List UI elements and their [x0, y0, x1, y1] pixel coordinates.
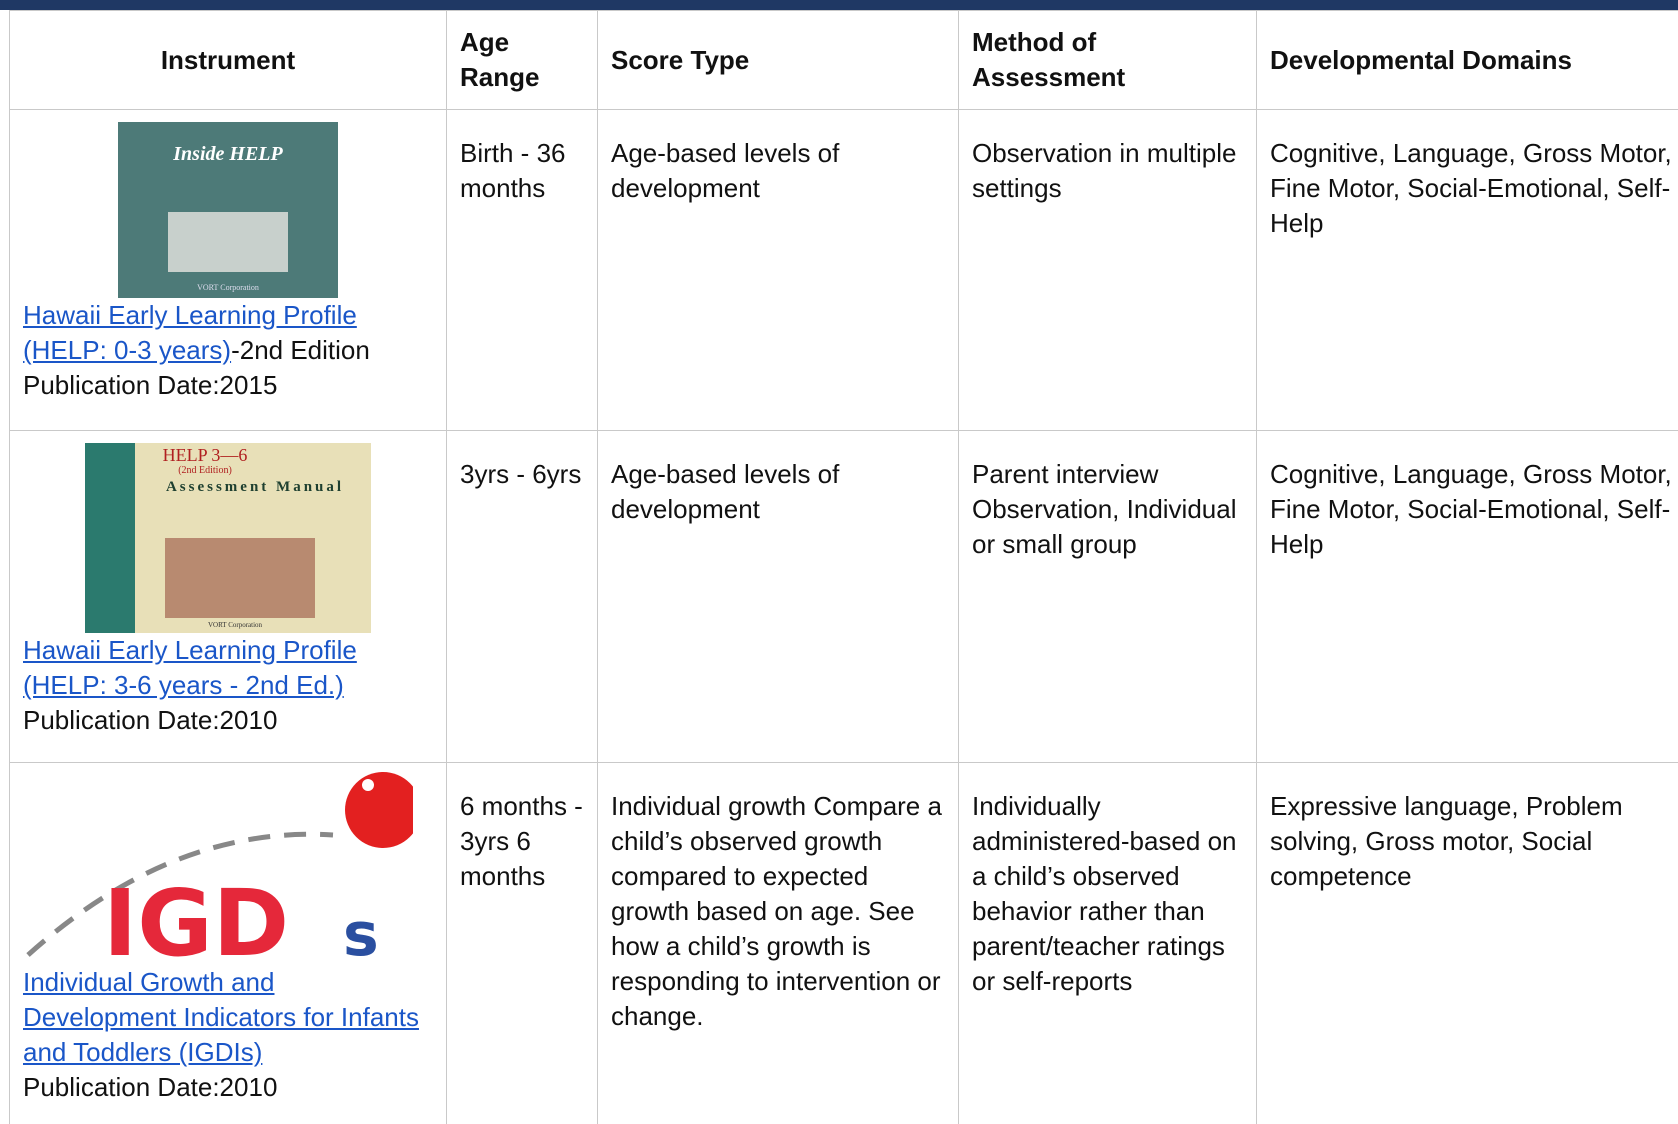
- table-row: HELP 3—6 (2nd Edition) Assessment Manual VO…: [9, 430, 1678, 763]
- table-body: Inside HELP VORT Corporation Hawaii Early …: [9, 109, 1678, 1124]
- method: Individually administered-based on a chi…: [958, 762, 1257, 1124]
- age-range: Birth - 36 months: [446, 109, 598, 431]
- method: Parent interview Observation, Individual…: [958, 430, 1257, 763]
- ball: [345, 772, 413, 848]
- age-range: 3yrs - 6yrs: [446, 430, 598, 763]
- header-cell: Instrument: [9, 10, 447, 110]
- cover-edition: (2nd Edition): [178, 465, 232, 476]
- edition: -2nd Edition: [231, 335, 370, 365]
- header-row: Instrument Age Range Score Type Method of A…: [9, 10, 1678, 110]
- score-type: Age-based levels of development: [597, 430, 959, 763]
- header-cell: Score Type: [597, 10, 959, 110]
- ball-shine: [362, 779, 374, 791]
- photo: [165, 538, 315, 618]
- table-row: Inside HELP VORT Corporation Hawaii Early …: [9, 109, 1678, 431]
- instrument-cell: Inside HELP VORT Corporation Hawaii Early …: [9, 109, 447, 431]
- instrument-link[interactable]: Individual Growth and Development Indica…: [23, 967, 419, 1067]
- domains: Cognitive, Language, Gross Motor, Fine M…: [1256, 430, 1678, 763]
- photo: [168, 212, 288, 272]
- publication-date: Publication Date:2010: [23, 1072, 278, 1102]
- logo-main: IGD: [103, 870, 289, 965]
- table-row: IGD s Individual Growth and Development In…: [9, 762, 1678, 1124]
- instrument-link[interactable]: Hawaii Early Learning Profile (HELP: 3-6…: [23, 635, 357, 700]
- cover-publisher: VORT Corporation: [197, 283, 259, 292]
- domains: Expressive language, Problem solving, Gr…: [1256, 762, 1678, 1124]
- score-type: Individual growth Compare a child’s obse…: [597, 762, 959, 1124]
- publication-date: Publication Date:2015: [23, 370, 278, 400]
- assessment-table: Instrument Age Range Score Type Method of A…: [9, 10, 1678, 1124]
- header-cell: Developmental Domains: [1256, 10, 1678, 110]
- logo-s: s: [343, 900, 379, 965]
- top-bar: [0, 0, 1678, 10]
- domains: Cognitive, Language, Gross Motor, Fine M…: [1256, 109, 1678, 431]
- cover-title: Inside HELP: [172, 143, 283, 165]
- cover-image: HELP 3—6(2nd Edition) Assessment Manual VO…: [85, 443, 371, 633]
- instrument-link[interactable]: Hawaii Early Learning Profile (HELP: 0-3…: [23, 300, 357, 365]
- cover-image: IGD s: [26, 772, 413, 965]
- cover-title: HELP 3—6: [163, 445, 248, 465]
- score-type: Age-based levels of development: [597, 109, 959, 431]
- publication-date: Publication Date:2010: [23, 705, 278, 735]
- header-cell: Age Range: [446, 10, 598, 110]
- cover-image: Inside HELP VORT Corporation: [118, 122, 338, 298]
- header-cell: Method of Assessment: [958, 10, 1257, 110]
- method: Observation in multiple settings: [958, 109, 1257, 431]
- age-range: 6 months - 3yrs 6 months: [446, 762, 598, 1124]
- dash-arc: [26, 831, 334, 957]
- instrument-cell: HELP 3—6 (2nd Edition) Assessment Manual VO…: [9, 430, 447, 763]
- cover-publisher: VORT Corporation: [208, 621, 263, 629]
- cover-subtitle: Assessment Manual: [166, 479, 344, 495]
- instrument-cell: IGD s Individual Growth and Development In…: [9, 762, 447, 1124]
